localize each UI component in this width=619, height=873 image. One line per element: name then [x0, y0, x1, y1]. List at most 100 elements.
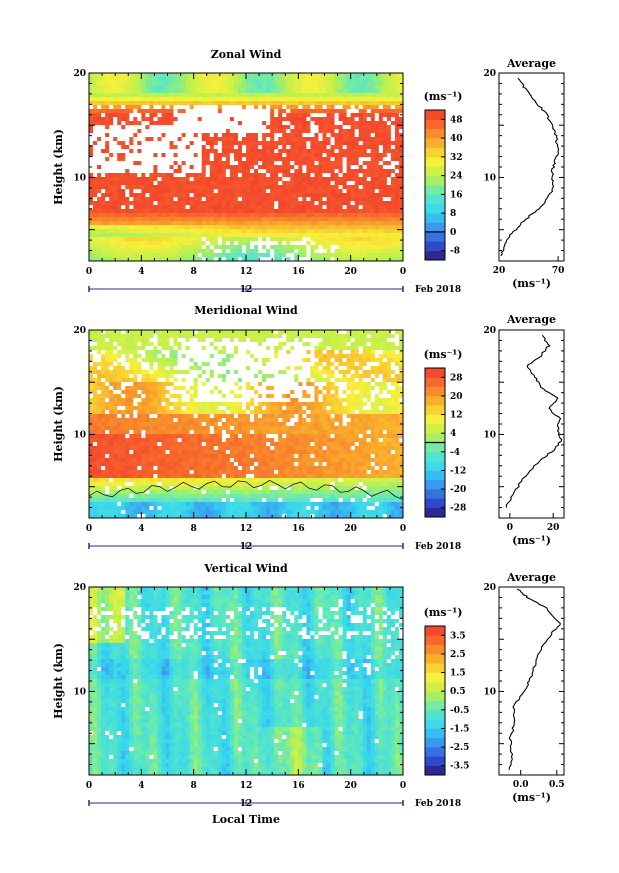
heatmap-cell — [201, 209, 207, 214]
heatmap-cell — [270, 173, 275, 178]
heatmap-cell — [398, 346, 404, 351]
heatmap-cell — [378, 81, 384, 86]
heatmap-cell — [390, 205, 396, 210]
heatmap-cell — [157, 85, 162, 90]
heatmap-cell — [217, 145, 223, 150]
heatmap-cell — [197, 370, 203, 375]
heatmap-cell — [133, 233, 138, 238]
heatmap-cell — [246, 113, 251, 118]
heatmap-cell — [278, 374, 283, 379]
heatmap-cell — [322, 213, 327, 218]
heatmap-cell — [358, 378, 364, 383]
heatmap-cell — [117, 334, 122, 339]
heatmap-cell — [173, 181, 178, 186]
heatmap-cell — [290, 145, 295, 150]
heatmap-cell — [105, 117, 110, 122]
heatmap-cell — [326, 93, 331, 98]
heatmap-cell — [334, 354, 339, 359]
heatmap-cell — [149, 133, 154, 138]
heatmap-cell — [266, 141, 271, 146]
heatmap-cell — [306, 169, 311, 174]
heatmap-cell — [338, 346, 344, 351]
heatmap-cell — [246, 338, 251, 343]
heatmap-cell — [205, 85, 211, 90]
heatmap-cell — [157, 137, 162, 142]
heatmap-cell — [137, 89, 142, 94]
heatmap-cell — [366, 342, 372, 347]
heatmap-cell — [282, 93, 287, 98]
heatmap-cell — [101, 362, 106, 367]
heatmap-cell — [278, 145, 283, 150]
heatmap-cell — [161, 81, 166, 86]
heatmap-cell — [282, 141, 287, 146]
heatmap-cell — [258, 354, 263, 359]
heatmap-cell — [246, 225, 251, 230]
heatmap-cell — [205, 241, 211, 246]
heatmap-cell — [394, 249, 400, 254]
heatmap-cell — [217, 225, 223, 230]
heatmap-cell — [89, 189, 94, 194]
heatmap-cell — [133, 213, 138, 218]
heatmap-cell — [229, 338, 235, 343]
heatmap-cell — [318, 366, 323, 371]
heatmap-cell — [366, 157, 372, 162]
heatmap-cell — [161, 137, 166, 142]
heatmap-cell — [250, 173, 255, 178]
heatmap-cell — [306, 109, 311, 114]
heatmap-cell — [390, 221, 396, 226]
colorbar-tick-label: 8 — [450, 209, 456, 219]
heatmap-cell — [298, 125, 303, 130]
heatmap-cell — [117, 237, 122, 242]
heatmap-cell — [93, 354, 98, 359]
heatmap-cell — [165, 233, 170, 238]
heatmap-cell — [258, 229, 263, 234]
heatmap-cell — [225, 109, 231, 114]
heatmap-cell — [161, 358, 166, 363]
heatmap-cell — [145, 350, 150, 355]
heatmap-cell — [197, 225, 203, 230]
heatmap-cell — [137, 161, 142, 166]
heatmap-cell — [165, 245, 170, 250]
heatmap-cell — [117, 358, 122, 363]
heatmap-cell — [254, 249, 259, 254]
heatmap-cell — [133, 237, 138, 242]
heatmap-cell — [217, 189, 223, 194]
heatmap-cell — [314, 229, 319, 234]
heatmap-cell — [266, 330, 271, 335]
heatmap-cell — [141, 137, 146, 142]
heatmap-cell — [334, 330, 339, 335]
heatmap-cell — [153, 386, 158, 391]
heatmap-cell — [117, 185, 122, 190]
heatmap-cell — [390, 229, 396, 234]
heatmap-cell — [105, 201, 110, 206]
x-tick-label: 4 — [138, 267, 144, 277]
heatmap-cell — [366, 77, 372, 82]
heatmap-cell — [390, 73, 396, 78]
heatmap-cell — [121, 209, 126, 214]
heatmap-cell — [294, 370, 299, 375]
heatmap-cell — [217, 221, 223, 226]
heatmap-cell — [165, 334, 170, 339]
heatmap-cell — [374, 177, 380, 182]
colorbar-segment — [425, 128, 445, 139]
heatmap-cell — [113, 221, 118, 226]
heatmap-cell — [125, 225, 130, 230]
heatmap-cell — [149, 129, 154, 134]
heatmap-cell — [334, 165, 339, 170]
heatmap-cell — [306, 93, 311, 98]
heatmap-cell — [338, 221, 344, 226]
heatmap-cell — [237, 137, 243, 142]
heatmap-cell — [274, 201, 279, 206]
heatmap-cell — [213, 93, 219, 98]
heatmap-cell — [394, 241, 400, 246]
heatmap-cell — [181, 97, 187, 102]
heatmap-cell — [274, 161, 279, 166]
heatmap-cell — [346, 249, 352, 254]
heatmap-cell — [354, 374, 360, 379]
heatmap-cell — [282, 350, 287, 355]
heatmap-cell — [145, 237, 150, 242]
heatmap-cell — [382, 354, 388, 359]
heatmap-cell — [197, 133, 203, 138]
heatmap-cell — [398, 197, 404, 202]
heatmap-cell — [121, 197, 126, 202]
